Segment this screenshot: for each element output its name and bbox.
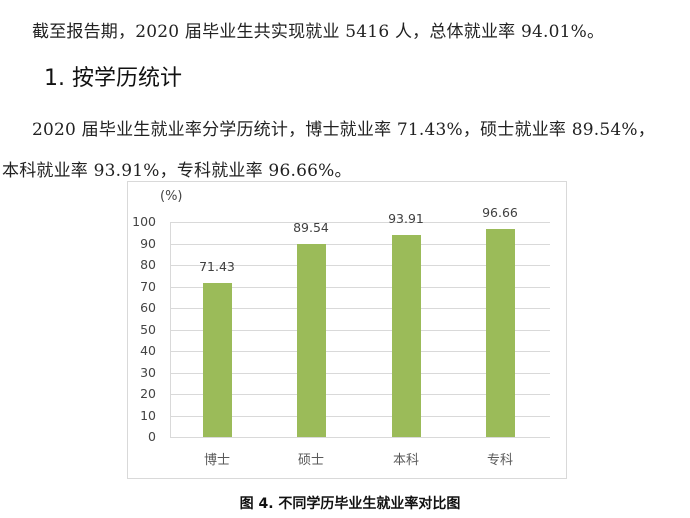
gridline <box>170 373 550 374</box>
section-heading: 1. 按学历统计 <box>44 66 182 91</box>
y-tick-label: 60 <box>140 300 156 315</box>
x-category-label: 本科 <box>392 453 419 468</box>
gridline <box>170 287 550 288</box>
y-tick-label: 30 <box>140 364 156 380</box>
y-tick-label: 70 <box>140 278 156 294</box>
y-axis-line <box>170 222 171 438</box>
y-tick-label: 80 <box>140 257 156 272</box>
bar <box>486 229 515 437</box>
summary-paragraph: 截至报告期，2020 届毕业生共实现就业 5416 人，总体就业率 94.01%… <box>32 22 605 42</box>
gridline <box>170 416 550 417</box>
gridline <box>170 308 550 309</box>
y-tick-label: 10 <box>140 407 156 423</box>
bar <box>297 244 326 437</box>
bar <box>392 235 421 437</box>
gridline <box>170 330 550 331</box>
gridline <box>170 244 550 245</box>
gridline <box>170 265 550 266</box>
gridline <box>170 437 550 438</box>
x-category-label: 专科 <box>486 453 513 468</box>
bar <box>203 283 232 437</box>
x-category-label: 硕士 <box>297 453 324 468</box>
y-tick-label: 90 <box>140 235 156 251</box>
y-tick-label: 20 <box>140 386 156 401</box>
y-tick-label: 0 <box>148 429 156 444</box>
y-tick-label: 40 <box>140 343 156 358</box>
y-axis-unit-label: (%) <box>160 189 183 204</box>
x-category-label: 博士 <box>203 453 230 468</box>
gridline <box>170 351 550 352</box>
y-tick-label: 100 <box>132 214 156 229</box>
bar-value-label: 93.91 <box>388 211 424 227</box>
bar-value-label: 96.66 <box>482 205 518 221</box>
education-stats-paragraph-line-2: 本科就业率 93.91%，专科就业率 96.66%。 <box>2 161 352 181</box>
bar-value-label: 71.43 <box>199 259 235 275</box>
figure-caption: 图 4. 不同学历毕业生就业率对比图 <box>239 496 461 512</box>
y-tick-label: 50 <box>140 321 156 337</box>
education-stats-paragraph-line-1: 2020 届毕业生就业率分学历统计，博士就业率 71.43%，硕士就业率 89.… <box>32 120 655 140</box>
bar-value-label: 89.54 <box>293 220 329 236</box>
gridline <box>170 222 550 223</box>
gridline <box>170 394 550 395</box>
